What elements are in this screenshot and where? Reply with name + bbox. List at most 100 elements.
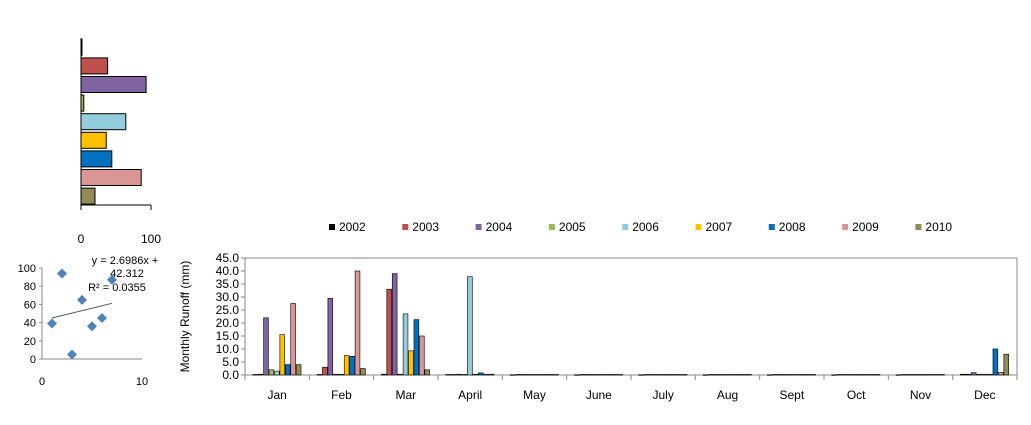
bar-2009-Dec	[998, 372, 1004, 376]
legend-label-2004: 2004	[486, 220, 513, 234]
bar-2004-Jan	[263, 317, 269, 376]
trendline-equation-label: R² = 0.0355	[88, 282, 146, 294]
bar-2009-April	[483, 373, 489, 376]
y-tick-label: 30.0	[216, 290, 240, 304]
bar-2009-Oct	[869, 374, 875, 376]
bar-2009-July	[676, 374, 682, 376]
x-tick-label-Sept: Sept	[779, 388, 804, 402]
bar-2007-July	[665, 374, 672, 376]
bar-2008-May	[542, 374, 548, 376]
bar-2007-Dec	[987, 373, 993, 376]
legend-swatch-2010	[915, 224, 922, 230]
scatter-point	[67, 349, 77, 360]
hbar-2004	[80, 76, 147, 93]
bar-2010-Mar	[424, 369, 430, 376]
legend-swatch-2006	[622, 224, 629, 230]
legend-swatch-2008	[768, 224, 775, 230]
bar-2007-Aug	[729, 374, 736, 376]
monthly-runoff-chart: 0.05.010.015.020.025.030.035.040.045.0 Mo…	[178, 251, 1018, 402]
bar-2006-Nov	[917, 374, 923, 376]
bar-2008-April	[478, 372, 484, 376]
scatter-y-tick-label: 60	[24, 299, 36, 311]
bar-2010-Oct	[874, 374, 881, 376]
bar-2002-Sept	[767, 374, 773, 376]
scatter-point	[77, 294, 87, 305]
bar-2007-Sept	[794, 374, 800, 376]
scatter-y-tick-label: 80	[24, 281, 36, 293]
bar-2009-Sept	[805, 374, 811, 376]
bar-2003-Dec	[965, 373, 971, 376]
legend-swatch-2002	[329, 224, 335, 230]
bar-2009-Mar	[419, 335, 425, 376]
bar-2005-May	[526, 374, 532, 376]
bar-2005-Jan	[268, 369, 275, 376]
scatter-x-tick-label: 0	[39, 376, 45, 388]
legend-label-2010: 2010	[925, 220, 952, 234]
bar-2004-April	[456, 373, 462, 376]
bar-2002-Dec	[960, 373, 966, 376]
scatter-y-tick-label: 0	[30, 354, 36, 366]
legend-swatch-2007	[695, 224, 702, 230]
bar-2003-Jan	[257, 373, 264, 376]
legend-label-2003: 2003	[412, 220, 439, 234]
bar-2002-Oct	[831, 374, 837, 376]
hbar-2009	[80, 169, 142, 186]
bar-2005-Dec	[976, 373, 982, 376]
bar-2002-Nov	[895, 374, 902, 376]
bar-2006-Mar	[402, 313, 409, 376]
bar-2009-Jan	[290, 303, 296, 376]
bar-2009-June	[612, 374, 618, 376]
scatter-y-tick-label: 20	[24, 336, 36, 348]
bar-2005-Feb	[333, 373, 339, 376]
scatter-point	[87, 321, 97, 332]
bar-2010-Aug	[746, 374, 752, 376]
y-tick-label: 0.0	[222, 368, 239, 382]
hbar-2010	[80, 187, 96, 205]
bar-2010-July	[681, 374, 688, 376]
y-tick-label: 20.0	[216, 316, 240, 330]
legend-label-2002: 2002	[339, 220, 366, 234]
bar-2010-Dec	[1003, 353, 1009, 376]
hbar-2008	[80, 150, 113, 168]
bar-2007-Oct	[858, 374, 865, 376]
bar-2004-Dec	[970, 372, 977, 376]
scatter-chart: 0 20 40 60 80 100 0 10 y = 2.6986x +42.312 R² = 0…	[18, 255, 159, 388]
bar-2002-Mar	[381, 373, 387, 376]
bar-2003-Nov	[901, 374, 907, 376]
bar-2005-Nov	[912, 374, 918, 376]
x-tick-label-Dec: Dec	[974, 388, 995, 402]
legend-label-2009: 2009	[852, 220, 879, 234]
trendline-equation-label: 42.312	[110, 268, 144, 280]
plot-area	[244, 257, 1018, 376]
bar-2005-April	[461, 374, 468, 376]
bar-2005-Oct	[847, 374, 854, 376]
bar-2003-Oct	[836, 374, 843, 376]
legend-label-2007: 2007	[706, 220, 733, 234]
bar-2008-Feb	[349, 355, 355, 376]
bar-2008-Dec	[992, 348, 999, 376]
legend-label-2006: 2006	[632, 220, 659, 234]
trendline-equation-label: y = 2.6986x +	[92, 255, 159, 267]
bar-2008-July	[671, 374, 677, 376]
bar-2006-Oct	[853, 374, 859, 376]
bar-2007-April	[472, 373, 479, 376]
bar-2005-Mar	[397, 373, 403, 376]
bar-2009-Feb	[354, 270, 361, 376]
bar-2008-Oct	[864, 374, 870, 376]
bar-2006-June	[595, 374, 602, 376]
legend-swatch-2009	[842, 224, 849, 230]
bar-2002-April	[445, 374, 451, 376]
bar-2004-Sept	[777, 374, 784, 376]
bar-2006-May	[531, 374, 537, 376]
bar-2006-July	[660, 374, 666, 376]
bar-2003-Feb	[322, 366, 328, 376]
bar-2008-Mar	[413, 319, 420, 376]
bar-2006-Dec	[981, 373, 988, 376]
x-tick-label-Oct: Oct	[847, 388, 866, 402]
bar-2010-Feb	[360, 368, 366, 376]
bar-2009-Aug	[740, 374, 747, 376]
bar-2004-Feb	[327, 297, 334, 376]
x-tick-label-April: April	[458, 388, 482, 402]
bar-2004-Mar	[391, 273, 398, 376]
